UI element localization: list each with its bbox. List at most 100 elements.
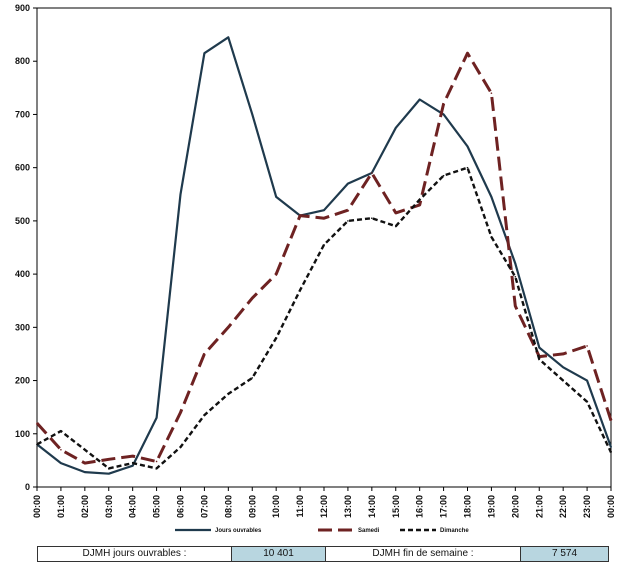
y-tick-label: 200 bbox=[15, 376, 30, 386]
series-3-point bbox=[155, 467, 158, 470]
series-2-point bbox=[203, 353, 206, 355]
series-2-point bbox=[227, 326, 230, 329]
series-2-point bbox=[466, 52, 469, 55]
series-2-point bbox=[347, 209, 349, 212]
legend: Jours ouvrables Samedi Dimanche bbox=[175, 528, 469, 534]
series-3-point bbox=[227, 393, 230, 395]
series-3-point bbox=[586, 401, 588, 403]
series-3-point bbox=[538, 358, 541, 361]
series-2-point bbox=[131, 455, 134, 457]
x-tick-label: 03:00 bbox=[104, 495, 114, 518]
series-1-point bbox=[60, 462, 62, 464]
series-2-point bbox=[418, 204, 421, 206]
x-tick-label: 08:00 bbox=[223, 495, 233, 518]
line-chart: 0 100 200 300 400 500 600 700 800 900 00:00 01:00 0… bbox=[15, 3, 616, 534]
series-3-point bbox=[514, 275, 517, 278]
x-axis: 00:00 01:00 02:00 03:00 04:00 05:00 06:00 07:00… bbox=[32, 487, 616, 518]
series-3-point bbox=[275, 337, 277, 339]
series-2-point bbox=[84, 462, 86, 464]
weekday-djmh-value: 10 401 bbox=[232, 547, 326, 561]
series-2-point bbox=[275, 273, 277, 275]
series-1-point bbox=[347, 182, 349, 185]
series-3-point bbox=[323, 244, 325, 246]
y-tick-label: 100 bbox=[15, 429, 30, 439]
series-1-point bbox=[251, 113, 254, 116]
y-tick-label: 300 bbox=[15, 322, 30, 332]
series-2-point bbox=[610, 419, 612, 422]
series-2-point bbox=[562, 353, 564, 355]
y-tick-label: 600 bbox=[15, 163, 30, 173]
x-tick-label: 14:00 bbox=[367, 495, 377, 518]
series-3-point bbox=[131, 462, 134, 464]
x-tick-label: 09:00 bbox=[247, 495, 257, 518]
series-2-point bbox=[179, 411, 182, 414]
series-3-point bbox=[60, 430, 62, 432]
x-tick-label: 04:00 bbox=[128, 495, 138, 518]
series-lines bbox=[35, 36, 613, 475]
series-3-point bbox=[442, 174, 445, 177]
y-tick-label: 800 bbox=[15, 56, 30, 66]
x-tick-label: 00:00 bbox=[32, 495, 42, 518]
series-1-point bbox=[610, 446, 612, 448]
series-3-point bbox=[394, 225, 397, 228]
series-2-point bbox=[323, 217, 325, 220]
y-tick-label: 700 bbox=[15, 109, 30, 119]
series-1-point bbox=[538, 346, 541, 349]
x-tick-label: 02:00 bbox=[80, 495, 90, 518]
series-2-point bbox=[371, 172, 373, 174]
series-3-point bbox=[371, 217, 373, 220]
series-3-point bbox=[251, 377, 254, 379]
series-3-point bbox=[84, 448, 86, 451]
series-1-point bbox=[227, 36, 230, 39]
x-tick-label: 21:00 bbox=[534, 495, 544, 518]
x-tick-label: 12:00 bbox=[319, 495, 329, 518]
series-3-point bbox=[347, 220, 349, 222]
series-1-point bbox=[466, 145, 469, 148]
series-1-point bbox=[84, 471, 86, 473]
series-3-point bbox=[107, 467, 110, 470]
series-1-point bbox=[418, 98, 421, 101]
series-2-point bbox=[155, 460, 158, 463]
series-1-point bbox=[179, 193, 182, 196]
y-axis: 0 100 200 300 400 500 600 700 800 900 bbox=[15, 3, 37, 492]
series-3-point bbox=[610, 451, 612, 454]
x-tick-label: 11:00 bbox=[295, 495, 305, 518]
x-tick-label: 00:00 bbox=[606, 495, 616, 518]
x-tick-label: 22:00 bbox=[558, 495, 568, 518]
series-2-point bbox=[394, 212, 397, 214]
x-tick-label: 15:00 bbox=[391, 495, 401, 518]
series-2-point bbox=[251, 297, 254, 299]
x-tick-label: 05:00 bbox=[152, 495, 162, 518]
series-1-point bbox=[131, 464, 134, 467]
series-3-point bbox=[203, 414, 206, 416]
weekend-djmh-label: DJMH fin de semaine : bbox=[326, 547, 521, 561]
legend-label: Jours ouvrables bbox=[215, 528, 262, 534]
series-2-point bbox=[107, 458, 110, 461]
series-3-point bbox=[466, 166, 469, 169]
series-1-point bbox=[442, 113, 445, 116]
x-tick-label: 23:00 bbox=[582, 495, 592, 518]
series-2-point bbox=[36, 422, 38, 424]
series-1-point bbox=[275, 196, 277, 198]
x-tick-label: 01:00 bbox=[56, 495, 66, 518]
legend-label: Samedi bbox=[358, 528, 380, 534]
series-1-point bbox=[586, 379, 588, 382]
series-3-point bbox=[490, 236, 493, 238]
x-tick-label: 17:00 bbox=[439, 495, 449, 518]
x-tick-label: 16:00 bbox=[415, 495, 425, 518]
series-2-point bbox=[442, 103, 445, 105]
series-3-point bbox=[562, 379, 564, 382]
series-1-point bbox=[203, 52, 206, 55]
legend-label: Dimanche bbox=[440, 528, 469, 534]
x-tick-label: 13:00 bbox=[343, 495, 353, 518]
x-tick-label: 18:00 bbox=[463, 495, 473, 518]
series-1-point bbox=[562, 366, 564, 369]
x-tick-label: 10:00 bbox=[271, 495, 281, 518]
y-tick-label: 900 bbox=[15, 3, 30, 13]
series-3-point bbox=[179, 446, 182, 448]
y-tick-label: 400 bbox=[15, 269, 30, 279]
series-1-point bbox=[490, 196, 493, 198]
series-2-point bbox=[60, 448, 62, 451]
series-1-point bbox=[155, 417, 158, 419]
